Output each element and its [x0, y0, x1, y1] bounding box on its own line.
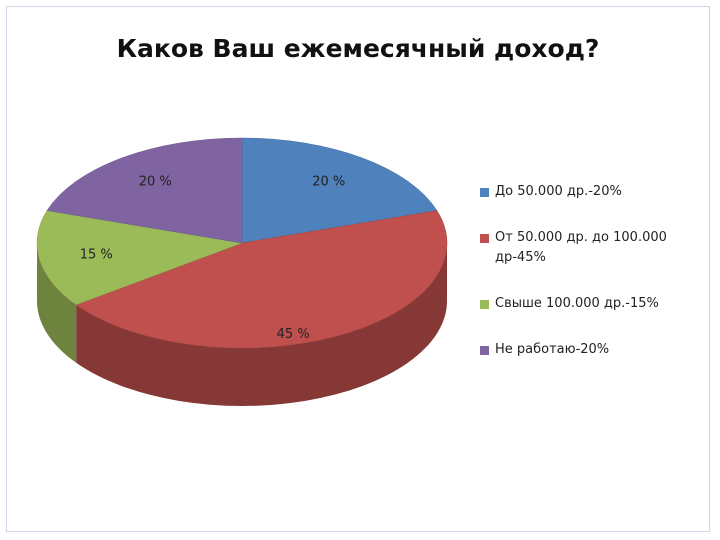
data-label: 20 %	[312, 174, 345, 189]
slice-side	[76, 243, 447, 406]
legend-item: До 50.000 др.-20%	[480, 182, 690, 202]
legend-swatch	[480, 300, 489, 309]
legend-swatch	[480, 234, 489, 243]
legend-swatch	[480, 188, 489, 197]
legend-label: Не работаю-20%	[495, 342, 610, 357]
data-label: 15 %	[80, 247, 113, 262]
legend-item: От 50.000 др. до 100.000 др-45%	[480, 228, 690, 268]
slice	[241, 137, 438, 244]
chart-title: Каков Ваш ежемесячный доход?	[117, 34, 600, 63]
legend-swatch	[480, 346, 489, 355]
legend-label: Свыше 100.000 др.-15%	[495, 296, 659, 311]
legend: До 50.000 др.-20% От 50.000 др. до 100.00…	[480, 182, 690, 386]
legend-label: От 50.000 др. до 100.000 др-45%	[495, 230, 667, 265]
slice	[75, 210, 448, 349]
legend-item: Не работаю-20%	[480, 340, 690, 360]
slice-side	[37, 243, 77, 363]
slice	[36, 210, 243, 305]
data-label: 45 %	[277, 327, 310, 342]
data-label: 20 %	[139, 174, 172, 189]
legend-label: До 50.000 др.-20%	[495, 184, 622, 199]
slice	[46, 137, 243, 244]
legend-item: Свыше 100.000 др.-15%	[480, 294, 690, 314]
frame	[6, 6, 710, 532]
